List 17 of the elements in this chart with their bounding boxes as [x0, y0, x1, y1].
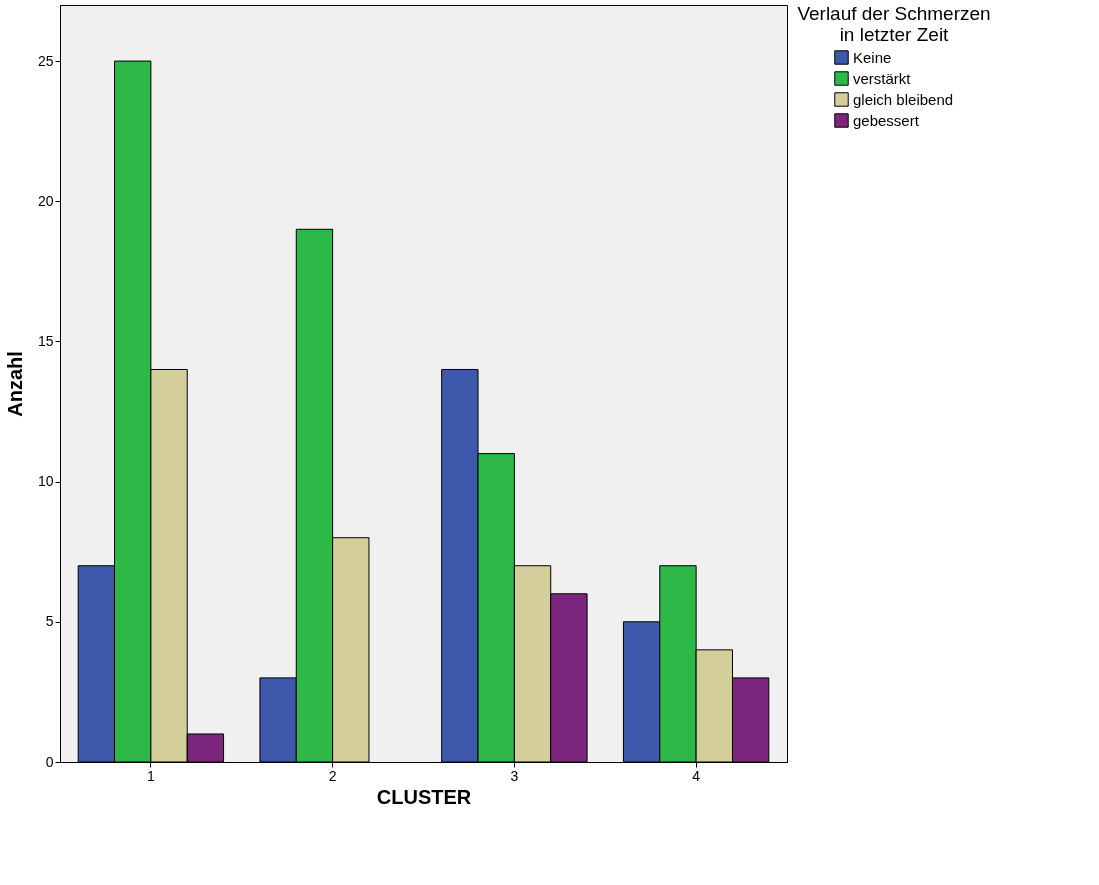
x-axis-title: CLUSTER [376, 785, 472, 808]
y-axis-title: Anzahl [3, 351, 26, 417]
legend-label: gleich bleibend [853, 90, 954, 108]
legend-label: verstärkt [853, 69, 912, 87]
x-tick-label: 4 [692, 767, 701, 784]
y-tick-label: 25 [37, 52, 54, 69]
x-tick-label: 3 [510, 767, 519, 784]
y-tick-label: 5 [45, 613, 54, 630]
y-tick-label: 15 [37, 332, 54, 349]
x-tick-label: 1 [146, 767, 155, 784]
legend-title: Verlauf der Schmerzen in letzter Zeit [797, 3, 991, 45]
y-tick-label: 0 [45, 753, 54, 770]
y-tick-label: 10 [37, 473, 54, 490]
y-tick-label: 20 [37, 192, 54, 209]
legend-label: Keine [853, 48, 892, 66]
legend-label: gebessert [853, 111, 920, 129]
x-tick-label: 2 [328, 767, 337, 784]
